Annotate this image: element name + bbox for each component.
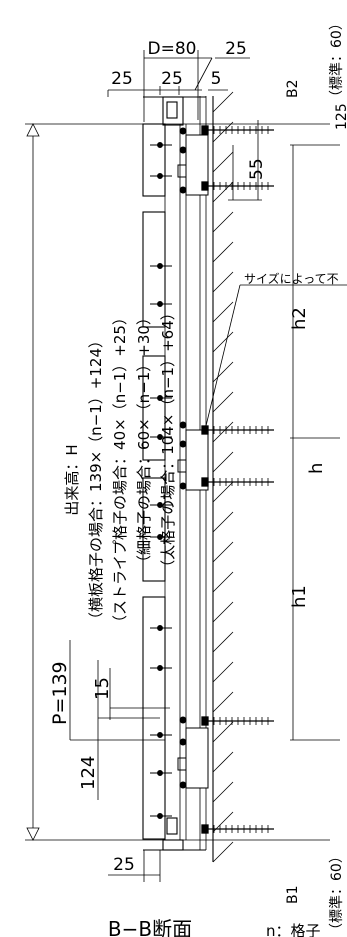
label-b2: B2 [285, 79, 301, 98]
formula-4: （太格子の場合：104×（n−1）+64） [159, 305, 177, 574]
dim-55: 55 [247, 158, 267, 180]
label-h1: h1 [289, 585, 310, 608]
dim-124: 124 [78, 756, 99, 790]
dim-125: 125 [334, 103, 347, 130]
label-h: h [306, 463, 327, 474]
height-dimensions: 55 h2 h h1 [228, 120, 340, 741]
note-n: n：格子 [266, 922, 321, 937]
right-labels: B2 （標準：60） B1 （標準：60） 125 [285, 16, 347, 937]
label-b2-std: （標準：60） [329, 16, 345, 104]
dim-15: 15 [92, 677, 113, 700]
label-b1-std: （標準：60） [329, 849, 345, 937]
label-b1: B1 [285, 885, 301, 904]
dim-p139: P=139 [49, 661, 71, 725]
note-size: サイズによって不 [244, 271, 339, 286]
dim-25-bottom: 25 [113, 855, 135, 875]
dim-d80: D=80 [148, 39, 197, 59]
dim-5: 5 [211, 69, 222, 89]
formula-block: 出来高：H （横板格子の場合：139×（n−1）+124） （ストライプ格子の場… [63, 305, 177, 630]
formula-2: （ストライプ格子の場合：40×（n−1）+25） [111, 310, 129, 630]
wall-hatch [212, 91, 234, 863]
bottom-dimension: 25 [108, 850, 161, 882]
pitch-dimensions: P=139 15 124 [49, 640, 170, 800]
dim-25-top: 25 [225, 39, 247, 59]
bracket-bolts [179, 127, 187, 789]
dim-25-left: 25 [111, 69, 133, 89]
section-title: B−B断面 [108, 917, 192, 937]
size-note: サイズによって不 [204, 271, 347, 431]
formula-1: （横板格子の場合：139×（n−1）+124） [87, 333, 105, 627]
end-caps [143, 96, 206, 851]
label-title: 出来高：H [63, 444, 81, 515]
label-h2: h2 [289, 307, 310, 330]
dim-25-mid: 25 [161, 69, 183, 89]
board-screws [150, 142, 172, 819]
top-dimensions: D=80 25 25 25 5 [107, 39, 250, 122]
brackets [177, 134, 209, 789]
screw-threads [213, 126, 269, 833]
overall-height-dimension [25, 123, 330, 841]
formula-3: （細格子の場合：60×（n−1）+30） [135, 310, 153, 570]
